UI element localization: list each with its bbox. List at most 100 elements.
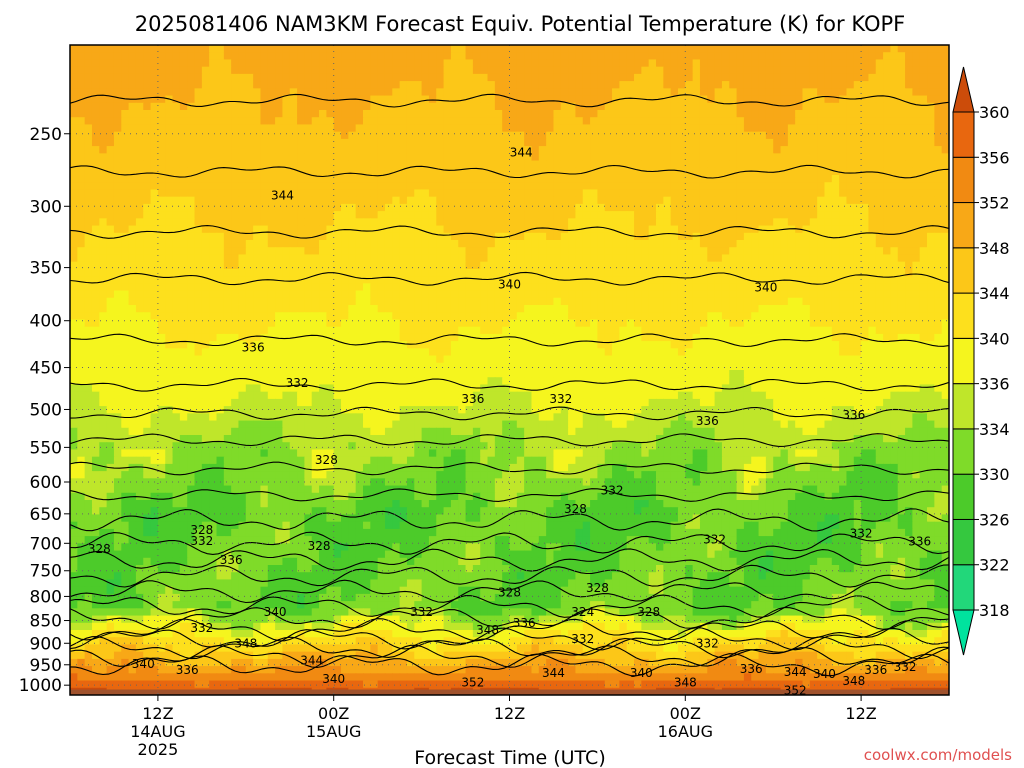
heatmap-cell [824, 102, 833, 111]
heatmap-cell [802, 319, 811, 328]
heatmap-cell [743, 333, 752, 342]
heatmap-cell [626, 117, 635, 126]
heatmap-cell [436, 196, 445, 205]
heatmap-cell [502, 102, 511, 111]
heatmap-cell [165, 81, 174, 89]
heatmap-cell [927, 326, 935, 335]
heatmap-cell [787, 240, 796, 248]
heatmap-cell [458, 95, 467, 104]
heatmap-cell [319, 261, 327, 270]
heatmap-cell [91, 131, 100, 140]
heatmap-cell [311, 305, 320, 313]
heatmap-cell [714, 203, 723, 212]
heatmap-cell [363, 305, 371, 313]
heatmap-cell [406, 297, 415, 306]
heatmap-cell [450, 182, 459, 191]
heatmap-cell [736, 182, 745, 191]
heatmap-cell [546, 276, 555, 284]
heatmap-cell [641, 131, 650, 140]
heatmap-cell [729, 203, 738, 212]
heatmap-cell [157, 131, 166, 140]
heatmap-cell [905, 175, 913, 183]
heatmap-cell [253, 232, 262, 241]
heatmap-cell [619, 153, 628, 162]
heatmap-cell [421, 95, 430, 104]
heatmap-cell [773, 232, 782, 241]
heatmap-cell [802, 124, 811, 133]
heatmap-cell [253, 341, 262, 349]
heatmap-cell [450, 175, 459, 183]
heatmap-cell [656, 254, 664, 263]
heatmap-cell [121, 182, 130, 191]
heatmap-cell [377, 305, 386, 313]
heatmap-cell [319, 218, 327, 227]
heatmap-cell [619, 88, 628, 97]
heatmap-cell [392, 59, 401, 68]
heatmap-cell [458, 290, 467, 299]
heatmap-cell [421, 290, 430, 299]
heatmap-cell [831, 305, 840, 313]
heatmap-cell [604, 326, 613, 335]
heatmap-cell [861, 117, 870, 126]
heatmap-cell [897, 326, 906, 335]
heatmap-cell [839, 297, 848, 306]
heatmap-cell [399, 138, 408, 147]
heatmap-cell [758, 203, 767, 212]
heatmap-cell [143, 232, 152, 241]
heatmap-cell [472, 102, 481, 111]
heatmap-cell [99, 175, 108, 183]
heatmap-cell [714, 297, 723, 306]
heatmap-cell [319, 211, 327, 219]
heatmap-cell [641, 261, 650, 270]
heatmap-cell [787, 196, 796, 205]
heatmap-cell [604, 160, 613, 169]
heatmap-cell [824, 167, 833, 176]
heatmap-cell [875, 211, 884, 219]
heatmap-cell [428, 110, 437, 118]
heatmap-cell [157, 167, 166, 176]
heatmap-cell [238, 254, 247, 263]
heatmap-cell [839, 146, 848, 154]
heatmap-cell [84, 73, 93, 82]
heatmap-cell [553, 290, 562, 299]
heatmap-cell [692, 305, 701, 313]
heatmap-cell [84, 276, 93, 284]
heatmap-cell [84, 232, 93, 241]
heatmap-cell [187, 117, 196, 126]
heatmap-cell [216, 319, 225, 328]
heatmap-cell [99, 261, 108, 270]
heatmap-cell [472, 73, 481, 82]
heatmap-cell [253, 95, 262, 104]
heatmap-cell [436, 283, 445, 292]
heatmap-cell [319, 333, 327, 342]
heatmap-cell [472, 146, 481, 154]
heatmap-cell [751, 290, 760, 299]
heatmap-cell [275, 218, 284, 227]
heatmap-cell [406, 196, 415, 205]
heatmap-cell [128, 319, 137, 328]
heatmap-cell [209, 218, 218, 227]
heatmap-cell [765, 110, 774, 118]
heatmap-cell [487, 160, 496, 169]
heatmap-cell [648, 189, 657, 198]
heatmap-cell [363, 95, 371, 104]
heatmap-cell [326, 81, 335, 89]
heatmap-cell [582, 110, 591, 118]
heatmap-cell [355, 290, 364, 299]
heatmap-cell [736, 297, 745, 306]
heatmap-cell [575, 312, 584, 321]
heatmap-cell [70, 138, 78, 147]
heatmap-cell [370, 138, 379, 147]
heatmap-cell [121, 45, 130, 53]
heatmap-cell [99, 153, 108, 162]
heatmap-cell [538, 124, 547, 133]
heatmap-cell [919, 167, 928, 176]
heatmap-cell [187, 326, 196, 335]
heatmap-cell [853, 45, 862, 53]
heatmap-cell [692, 73, 701, 82]
heatmap-cell [494, 175, 503, 183]
heatmap-cell [406, 102, 415, 111]
heatmap-cell [736, 81, 745, 89]
heatmap-cell [729, 247, 738, 256]
heatmap-cell [575, 254, 584, 263]
